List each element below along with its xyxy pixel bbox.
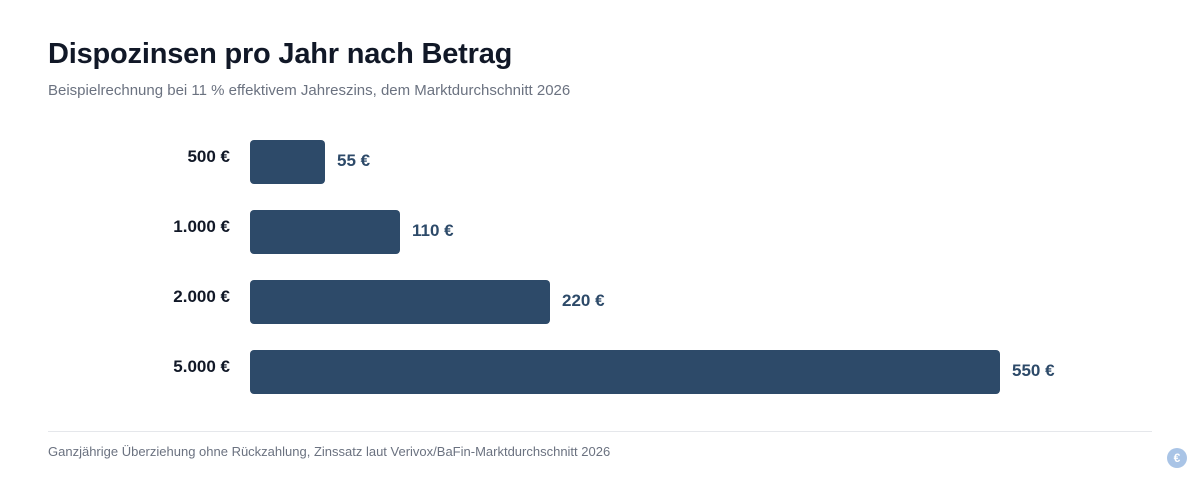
chart-footnote: Ganzjährige Überziehung ohne Rückzahlung… (48, 444, 611, 459)
category-label: 500 € (187, 147, 230, 166)
category-label: 5.000 € (173, 357, 230, 376)
footer-divider (48, 431, 1152, 432)
category-label: 2.000 € (173, 287, 230, 306)
chart-subtitle: Beispielrechnung bei 11 % effektivem Jah… (48, 82, 571, 99)
bar (250, 210, 400, 254)
category-label: 1.000 € (173, 217, 230, 236)
bar (250, 280, 550, 324)
chart-title: Dispozinsen pro Jahr nach Betrag (48, 38, 513, 70)
value-label: 550 € (1012, 361, 1055, 380)
value-label: 220 € (562, 291, 605, 310)
value-label: 55 € (337, 151, 371, 170)
bar (250, 140, 325, 184)
euro-icon: € (1167, 448, 1187, 468)
value-label: 110 € (412, 221, 454, 240)
bar (250, 350, 1000, 394)
bar-chart: 500 € 55 € 1.000 € 110 € 2.000 € 220 € 5.000 €… (0, 120, 1200, 420)
